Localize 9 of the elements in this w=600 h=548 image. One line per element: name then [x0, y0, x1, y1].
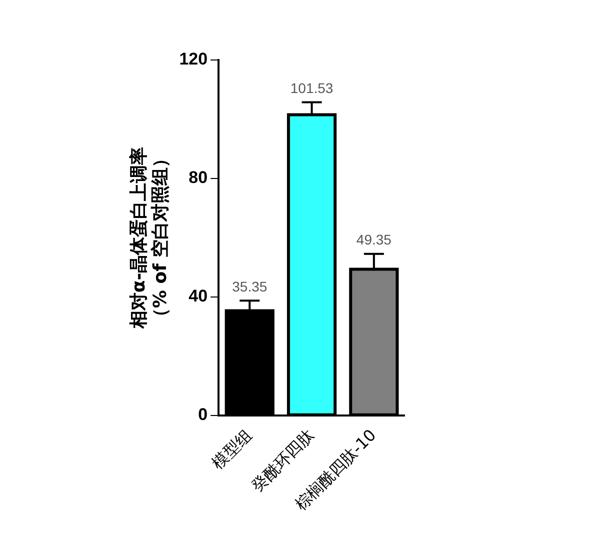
- y-tick-label: 120: [179, 50, 208, 69]
- y-tick-label: 0: [198, 405, 208, 424]
- data-label: 35.35: [232, 278, 268, 294]
- y-tick-label: 80: [188, 168, 208, 188]
- data-label: 101.53: [290, 80, 334, 96]
- x-tick-label: 模型组: [208, 425, 256, 473]
- y-tick-label: 40: [188, 286, 208, 306]
- data-label: 49.35: [356, 232, 392, 248]
- y-axis-title: 相对α-晶体蛋白上调率（% of 空白对照组）: [128, 146, 172, 330]
